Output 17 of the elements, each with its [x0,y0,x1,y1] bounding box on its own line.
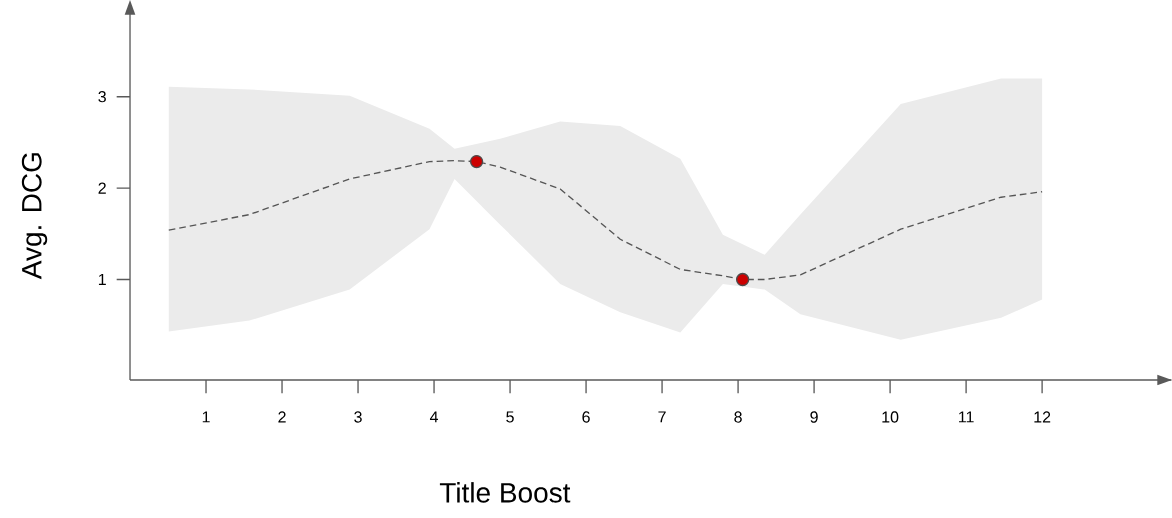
x-tick-label: 6 [582,411,590,423]
x-axis-title: Title Boost [439,482,571,503]
x-tick-label: 12 [1034,411,1051,423]
y-axis-title: Avg. DCG [21,153,48,280]
x-tick-label: 10 [882,411,899,423]
x-tick-label: 1 [202,411,210,423]
x-tick-label: 7 [658,411,666,423]
y-tick-label: 1 [98,273,106,285]
y-tick-label: 3 [98,91,106,103]
x-tick-label: 4 [429,411,439,423]
x-tick-label: 2 [278,411,286,423]
x-tick-label: 8 [734,411,742,423]
x-tick-label: 9 [810,411,818,423]
x-tick-label: 5 [506,411,514,423]
y-tick-label: 2 [98,182,106,194]
x-tick-label: 3 [354,411,362,423]
x-tick-label: 11 [959,411,974,423]
